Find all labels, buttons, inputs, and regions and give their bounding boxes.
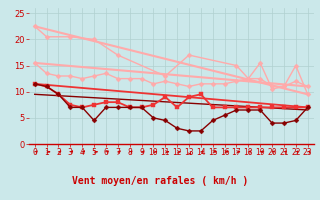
- Text: Vent moyen/en rafales ( km/h ): Vent moyen/en rafales ( km/h ): [72, 176, 248, 186]
